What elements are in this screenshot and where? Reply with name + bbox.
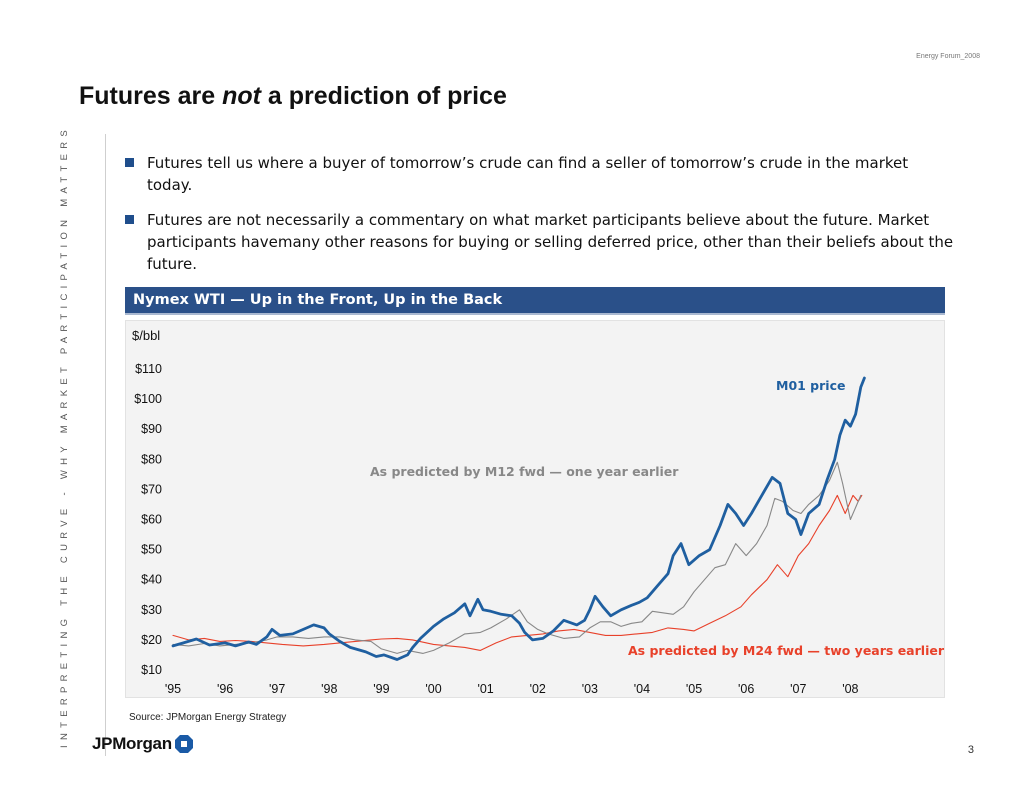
y-tick-label: $60	[141, 513, 162, 527]
square-bullet-icon	[125, 215, 134, 224]
y-tick-label: $70	[141, 482, 162, 496]
annotation-m24: As predicted by M24 fwd — two years earl…	[628, 643, 945, 658]
bullet-list: Futures tell us where a buyer of tomorro…	[125, 152, 955, 288]
series-line-m12	[172, 461, 862, 654]
y-tick-label: $110	[135, 362, 162, 376]
annotation-m01: M01 price	[776, 378, 845, 393]
x-tick-label: '97	[269, 682, 285, 696]
y-tick-label: $10	[141, 663, 162, 677]
y-tick-label: $90	[141, 422, 162, 436]
annotation-m12: As predicted by M12 fwd — one year earli…	[370, 464, 679, 479]
x-tick-label: '08	[842, 682, 858, 696]
y-tick-label: $100	[134, 392, 162, 406]
title-part2: a prediction of price	[260, 82, 507, 110]
x-tick-label: '01	[477, 682, 493, 696]
x-tick-label: '06	[738, 682, 754, 696]
x-tick-label: '95	[165, 682, 181, 696]
title-emphasis: not	[222, 82, 261, 110]
x-tick-label: '99	[373, 682, 389, 696]
y-tick-label: $80	[141, 452, 162, 466]
x-tick-label: '96	[217, 682, 233, 696]
series-line-m24	[172, 494, 863, 651]
header-note: Energy Forum_2008	[916, 53, 980, 60]
x-tick-label: '00	[425, 682, 441, 696]
vertical-side-text: INTERPRETING THE CURVE - WHY MARKET PART…	[59, 124, 70, 748]
y-tick-label: $40	[141, 573, 162, 587]
source-note: Source: JPMorgan Energy Strategy	[129, 712, 287, 723]
x-tick-label: '04	[634, 682, 650, 696]
y-tick-label: $30	[141, 603, 162, 617]
page-number: 3	[967, 744, 974, 756]
page-title: Futures are not a prediction of price	[79, 82, 507, 111]
y-axis-label: $/bbl	[132, 328, 160, 343]
bullet-item: Futures are not necessarily a commentary…	[125, 209, 955, 275]
square-bullet-icon	[125, 158, 134, 167]
jpmorgan-logo: JPMorgan	[92, 734, 193, 754]
chart-panel: $/bbl $10 $20 $30 $40 $50 $60 $70 $80 $90 $100 $110…	[125, 320, 945, 698]
y-tick-label: $20	[141, 633, 162, 647]
y-tick-label: $50	[141, 543, 162, 557]
logo-wordmark: JPMorgan	[92, 734, 172, 753]
x-tick-label: '07	[790, 682, 806, 696]
chase-octagon-icon	[174, 735, 193, 753]
chart-panel-title: Nymex WTI — Up in the Front, Up in the B…	[125, 287, 945, 315]
x-tick-label: '03	[582, 682, 598, 696]
x-tick-label: '05	[686, 682, 702, 696]
x-tick-label: '98	[321, 682, 337, 696]
series-line-m01	[171, 376, 866, 661]
bullet-item: Futures tell us where a buyer of tomorro…	[125, 152, 955, 196]
bullet-text: Futures tell us where a buyer of tomorro…	[147, 154, 909, 194]
x-tick-label: '02	[530, 682, 546, 696]
side-divider	[105, 134, 106, 756]
title-part1: Futures are	[79, 82, 223, 110]
line-chart: $/bbl $10 $20 $30 $40 $50 $60 $70 $80 $90 $100 $110…	[132, 328, 945, 696]
bullet-text: Futures are not necessarily a commentary…	[147, 211, 954, 273]
